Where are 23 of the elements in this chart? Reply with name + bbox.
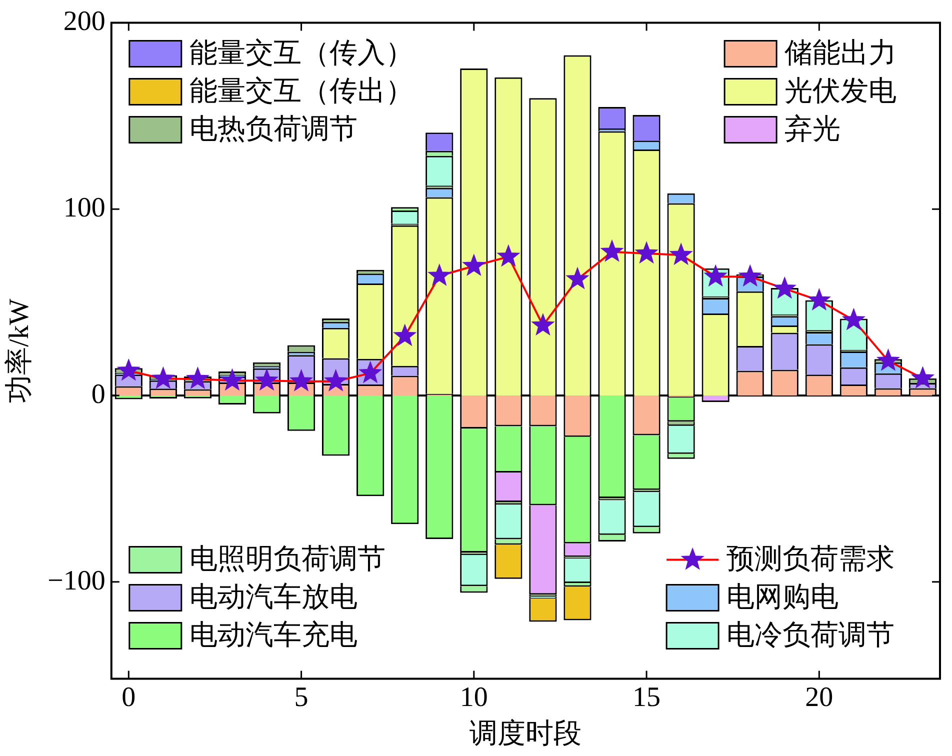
y-tick-label: −100 <box>48 565 106 596</box>
y-axis-title: 功率/kW <box>4 298 36 403</box>
y-tick-label: 0 <box>91 378 106 410</box>
legend-label: 电网购电 <box>726 582 839 614</box>
x-tick-label: 5 <box>294 682 308 713</box>
x-tick-label: 0 <box>122 682 136 713</box>
legend-label: 能量交互（传入） <box>189 38 414 70</box>
legend-label: 电冷负荷调节 <box>726 620 895 652</box>
legend-label: 预测负荷需求 <box>726 544 895 576</box>
x-tick-label: 15 <box>632 682 661 713</box>
legend-label: 储能出力 <box>784 38 897 70</box>
legend-label: 电热负荷调节 <box>189 114 358 146</box>
legend-label: 电动汽车放电 <box>189 582 358 614</box>
legend-label: 电照明负荷调节 <box>189 544 386 576</box>
legend-label: 电动汽车充电 <box>189 620 358 652</box>
y-tick-label: 100 <box>63 192 106 224</box>
legend-label: 弃光 <box>784 114 841 146</box>
x-axis-title: 调度时段 <box>470 718 582 750</box>
legend-label: 能量交互（传出） <box>189 76 414 108</box>
x-tick-label: 10 <box>460 682 488 713</box>
legend-label: 光伏发电 <box>784 76 897 108</box>
x-tick-label: 20 <box>805 682 834 713</box>
y-tick-label: 200 <box>63 6 106 38</box>
